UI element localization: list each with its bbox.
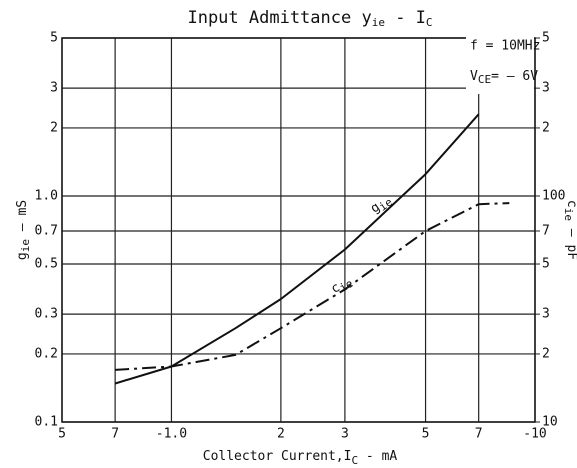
y2-tick-label: 5: [542, 257, 550, 272]
series-line: [115, 202, 510, 371]
y-tick-label: 5: [50, 31, 58, 46]
x-axis-label: Collector Current,IC - mA: [203, 449, 398, 468]
annotation: f = 10MHz: [470, 39, 540, 54]
x-tick-label: -10: [523, 427, 546, 442]
y2-tick-label: 7: [542, 223, 550, 238]
y-tick-label: 0.1: [35, 415, 58, 430]
y-tick-label: 0.2: [35, 346, 58, 361]
x-tick-label: 3: [341, 427, 349, 442]
plot-frame: [61, 37, 536, 423]
x-tick-label: 7: [111, 427, 119, 442]
y-tick-label: 0.7: [35, 223, 58, 238]
y2-tick-label: 3: [542, 81, 550, 96]
y-axis-label: gie — mS: [15, 200, 33, 260]
y2-tick-label: 10: [542, 415, 558, 430]
y2-tick-label: 5: [542, 31, 550, 46]
x-tick-label: 5: [58, 427, 66, 442]
x-tick-label: 2: [277, 427, 285, 442]
y2-tick-label: 2: [542, 346, 550, 361]
x-tick-label: 7: [475, 427, 483, 442]
x-tick-label: -1.0: [156, 427, 187, 442]
y2-tick-label: 3: [542, 307, 550, 322]
series-line: [114, 113, 480, 385]
annotation: VCE= — 6V: [470, 69, 538, 87]
y2-tick-label: 100: [542, 188, 565, 203]
y-tick-label: 0.3: [35, 307, 58, 322]
series-label: cie: [328, 273, 355, 299]
x-tick-label: 5: [422, 427, 430, 442]
y2-axis-label: cie — pF: [562, 200, 577, 260]
y-tick-label: 1.0: [35, 188, 58, 203]
annotation-box: [466, 34, 534, 94]
chart-title: Input Admittance yie - IC: [187, 8, 432, 29]
y-tick-label: 3: [50, 81, 58, 96]
y2-tick-label: 2: [542, 120, 550, 135]
y-tick-label: 0.5: [35, 257, 58, 272]
y-tick-label: 2: [50, 120, 58, 135]
